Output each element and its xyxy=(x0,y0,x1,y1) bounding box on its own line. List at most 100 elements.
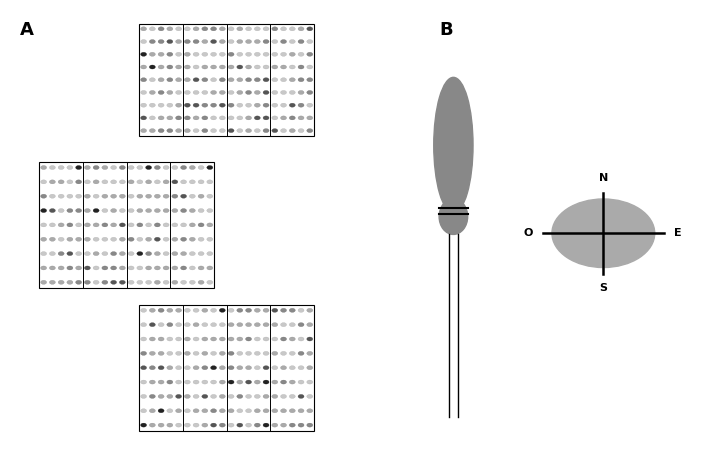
Circle shape xyxy=(141,65,146,69)
Circle shape xyxy=(184,323,191,327)
Circle shape xyxy=(211,395,216,398)
Circle shape xyxy=(228,78,234,82)
Circle shape xyxy=(202,423,208,427)
Circle shape xyxy=(84,194,91,198)
Circle shape xyxy=(167,52,173,56)
Circle shape xyxy=(167,90,173,94)
Circle shape xyxy=(202,308,208,312)
Circle shape xyxy=(181,280,186,284)
Circle shape xyxy=(184,90,191,94)
Circle shape xyxy=(158,116,164,120)
Circle shape xyxy=(219,116,226,120)
Circle shape xyxy=(163,194,169,198)
Circle shape xyxy=(141,116,146,120)
Circle shape xyxy=(289,308,296,312)
Circle shape xyxy=(211,337,216,341)
Circle shape xyxy=(119,180,126,184)
Circle shape xyxy=(184,423,191,427)
Circle shape xyxy=(141,409,146,413)
Circle shape xyxy=(289,423,296,427)
Circle shape xyxy=(41,223,46,227)
Circle shape xyxy=(141,366,146,370)
Circle shape xyxy=(298,27,304,31)
Circle shape xyxy=(49,252,56,256)
Circle shape xyxy=(202,65,208,69)
Circle shape xyxy=(193,409,199,413)
Circle shape xyxy=(172,166,178,169)
Circle shape xyxy=(202,40,208,44)
Circle shape xyxy=(281,65,286,69)
Circle shape xyxy=(289,409,296,413)
Circle shape xyxy=(181,223,186,227)
Circle shape xyxy=(246,409,251,413)
Circle shape xyxy=(198,266,204,270)
Circle shape xyxy=(141,395,146,398)
Circle shape xyxy=(202,27,208,31)
Circle shape xyxy=(49,208,56,213)
Circle shape xyxy=(128,266,134,270)
Circle shape xyxy=(184,40,191,44)
Circle shape xyxy=(67,166,73,169)
Circle shape xyxy=(102,280,108,284)
Circle shape xyxy=(307,351,313,356)
Circle shape xyxy=(163,208,169,213)
Circle shape xyxy=(158,129,164,133)
Circle shape xyxy=(102,223,108,227)
Circle shape xyxy=(307,103,313,107)
Circle shape xyxy=(263,423,269,427)
Circle shape xyxy=(254,308,261,312)
Circle shape xyxy=(93,252,99,256)
Circle shape xyxy=(102,237,108,241)
Circle shape xyxy=(167,65,173,69)
Circle shape xyxy=(272,52,278,56)
Circle shape xyxy=(263,78,269,82)
Circle shape xyxy=(263,323,269,327)
Circle shape xyxy=(211,116,216,120)
Circle shape xyxy=(207,180,213,184)
Circle shape xyxy=(149,380,156,384)
Circle shape xyxy=(307,409,313,413)
Circle shape xyxy=(298,65,304,69)
Circle shape xyxy=(307,52,313,56)
Circle shape xyxy=(237,409,243,413)
Circle shape xyxy=(128,208,134,213)
Circle shape xyxy=(154,266,161,270)
Circle shape xyxy=(76,166,81,169)
Circle shape xyxy=(272,308,278,312)
Circle shape xyxy=(289,78,296,82)
Circle shape xyxy=(272,380,278,384)
Circle shape xyxy=(281,323,286,327)
Circle shape xyxy=(163,266,169,270)
Circle shape xyxy=(211,323,216,327)
Circle shape xyxy=(189,237,196,241)
Circle shape xyxy=(202,395,208,398)
Circle shape xyxy=(202,323,208,327)
Circle shape xyxy=(167,308,173,312)
Circle shape xyxy=(111,166,116,169)
Circle shape xyxy=(163,252,169,256)
Circle shape xyxy=(67,208,73,213)
Circle shape xyxy=(254,409,261,413)
Circle shape xyxy=(167,129,173,133)
Circle shape xyxy=(128,194,134,198)
Circle shape xyxy=(154,280,161,284)
Circle shape xyxy=(93,208,99,213)
Circle shape xyxy=(149,103,156,107)
Circle shape xyxy=(228,351,234,356)
Circle shape xyxy=(176,103,181,107)
Circle shape xyxy=(298,395,304,398)
Circle shape xyxy=(167,366,173,370)
Circle shape xyxy=(102,166,108,169)
Circle shape xyxy=(154,180,161,184)
Circle shape xyxy=(228,27,234,31)
Circle shape xyxy=(176,337,181,341)
Circle shape xyxy=(158,337,164,341)
Circle shape xyxy=(254,90,261,94)
Circle shape xyxy=(289,351,296,356)
Circle shape xyxy=(58,194,64,198)
Circle shape xyxy=(202,351,208,356)
Circle shape xyxy=(146,166,151,169)
Circle shape xyxy=(237,323,243,327)
Circle shape xyxy=(176,366,181,370)
Circle shape xyxy=(184,395,191,398)
